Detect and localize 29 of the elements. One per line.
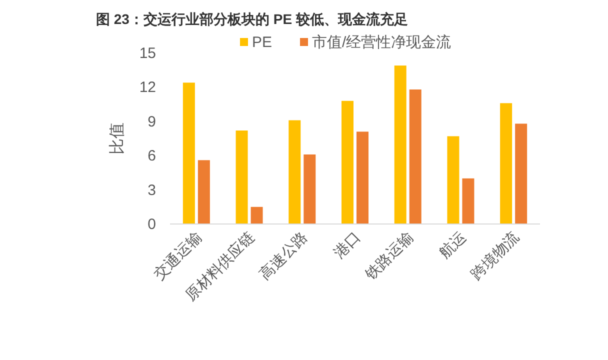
legend-label: PE	[252, 34, 272, 51]
bar	[356, 132, 368, 224]
bar	[342, 100, 354, 224]
y-tick-label: 3	[148, 182, 156, 199]
y-tick-label: 15	[139, 45, 156, 62]
x-tick-label: 铁路运输	[362, 228, 417, 284]
x-tick-label: 高速公路	[256, 228, 311, 284]
bar	[236, 130, 248, 224]
bar	[394, 66, 406, 224]
bar	[288, 120, 301, 224]
x-tick-label: 跨境物流	[468, 228, 522, 284]
bar	[182, 82, 195, 224]
bar	[515, 124, 528, 224]
bar	[500, 103, 512, 224]
chart-title: 图 23：交运行业部分板块的 PE 较低、现金流充足	[96, 11, 408, 27]
legend-label: 市值/经营性净现金流	[312, 34, 452, 51]
y-tick-label: 12	[139, 79, 156, 96]
bar	[447, 136, 460, 224]
bar	[462, 178, 474, 224]
y-tick-label: 0	[148, 216, 156, 233]
y-tick-label: 9	[148, 113, 156, 130]
bar	[250, 206, 263, 224]
y-axis-title: 比值	[108, 122, 126, 154]
x-tick-label: 航运	[436, 228, 470, 262]
bar	[198, 160, 210, 224]
y-tick-label: 6	[148, 148, 156, 165]
bar	[409, 89, 422, 224]
bar	[304, 154, 316, 224]
x-tick-label: 港口	[330, 228, 364, 262]
